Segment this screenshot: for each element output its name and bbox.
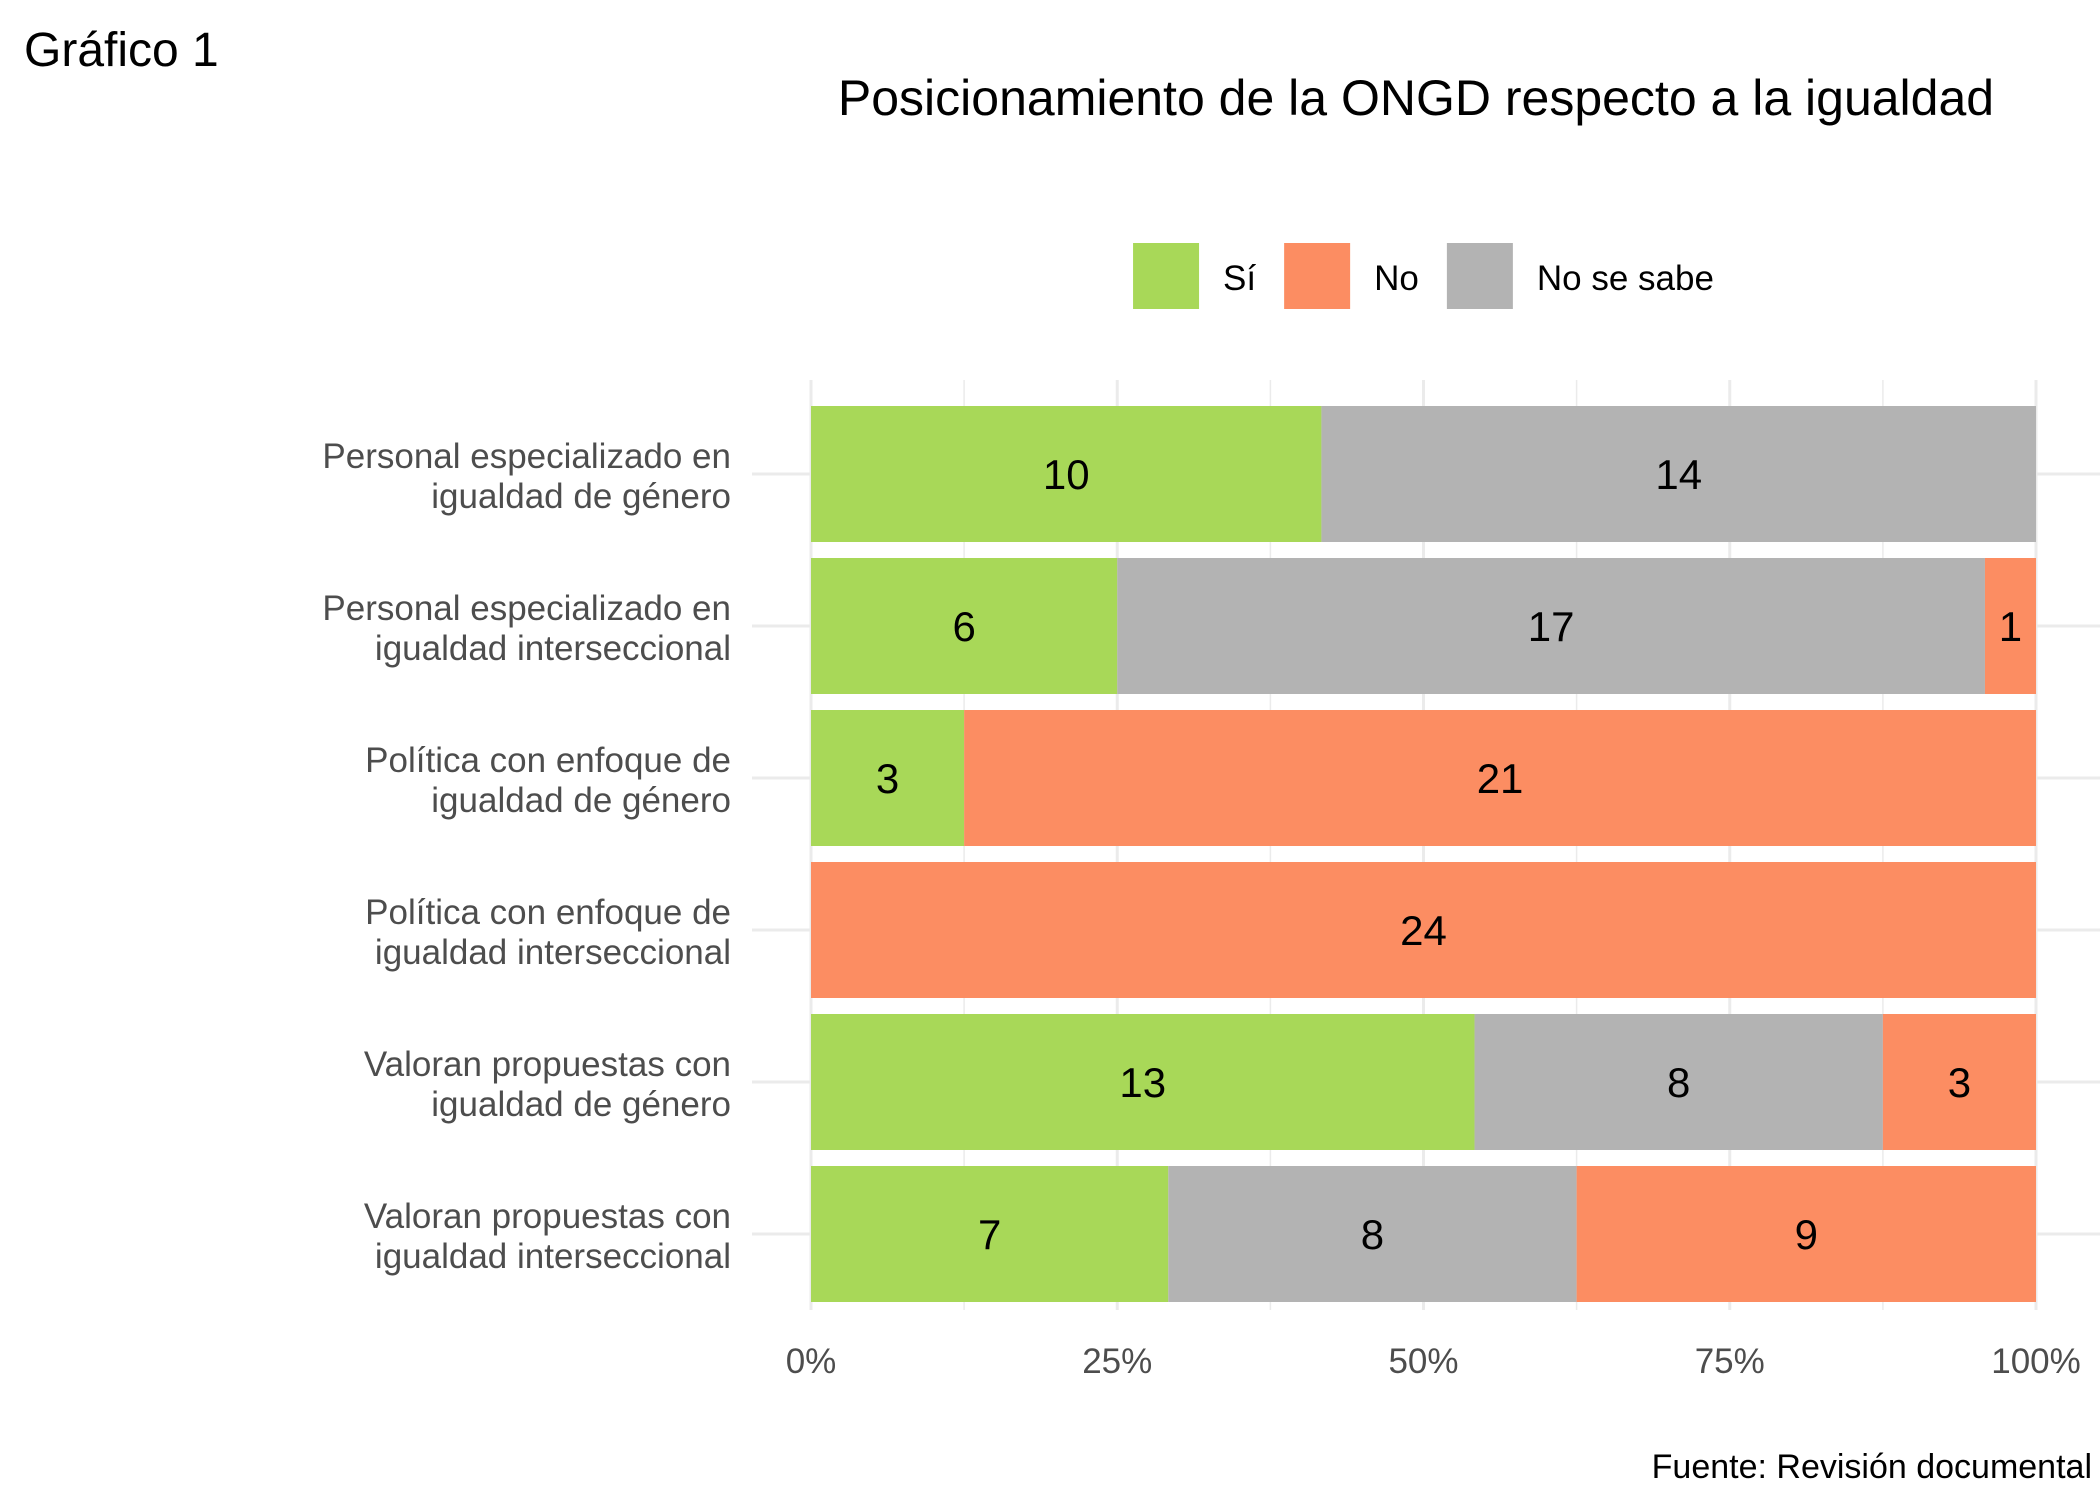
category-label-line: Política con enfoque de xyxy=(365,893,731,932)
figure-label: Gráfico 1 xyxy=(24,24,219,77)
data-label: 1 xyxy=(1999,603,2022,650)
x-tick-label: 100% xyxy=(1991,1342,2081,1381)
legend-swatch-si xyxy=(1133,243,1200,309)
bar-segment-si xyxy=(811,1014,1475,1150)
category-label-line: Valoran propuestas con xyxy=(364,1045,731,1084)
legend-swatch-no xyxy=(1284,243,1351,309)
category-labels: Personal especializado en igualdad de gén… xyxy=(322,437,731,1276)
data-label: 21 xyxy=(1477,755,1524,802)
legend: Sí No No se sabe xyxy=(1133,243,1714,309)
data-label: 3 xyxy=(876,755,899,802)
category-label-line: Personal especializado en xyxy=(322,437,731,476)
category-label-line: Personal especializado en xyxy=(322,589,731,628)
bar-segment-nosabe xyxy=(1168,1166,1577,1302)
category-label-line: igualdad interseccional xyxy=(375,1237,731,1276)
x-tick-label: 75% xyxy=(1695,1342,1765,1381)
data-label: 8 xyxy=(1667,1059,1690,1106)
category-label-line: igualdad de género xyxy=(431,477,731,516)
bar-segment-no xyxy=(1576,1166,2036,1302)
category-label-line: igualdad de género xyxy=(431,781,731,820)
data-label: 13 xyxy=(1119,1059,1166,1106)
category-label: Política con enfoque de igualdad de géner… xyxy=(365,741,731,820)
bar-segment-no xyxy=(1882,1014,2036,1150)
legend-label: No xyxy=(1374,259,1419,298)
bar-segment-no xyxy=(811,862,2036,998)
bar-segment-si xyxy=(811,406,1322,542)
data-label: 6 xyxy=(952,603,975,650)
category-label-line: igualdad de género xyxy=(431,1085,731,1124)
category-label-line: igualdad interseccional xyxy=(375,629,731,668)
category-label-line: igualdad interseccional xyxy=(375,933,731,972)
data-label: 3 xyxy=(1948,1059,1971,1106)
data-label: 7 xyxy=(978,1211,1001,1258)
data-label: 9 xyxy=(1795,1211,1818,1258)
bar-segment-si xyxy=(811,710,965,846)
legend-label: No se sabe xyxy=(1537,259,1714,298)
data-label: 10 xyxy=(1043,451,1090,498)
x-tick-label: 0% xyxy=(786,1342,837,1381)
bar-segment-nosabe xyxy=(1474,1014,1883,1150)
bar-segment-no xyxy=(1984,558,2036,694)
data-label: 17 xyxy=(1528,603,1575,650)
x-axis-ticks: 0% 25% 50% 75% 100% xyxy=(786,1342,2081,1381)
category-label: Personal especializado en igualdad de gén… xyxy=(322,437,731,516)
category-label: Personal especializado en igualdad inters… xyxy=(322,589,731,668)
category-label: Política con enfoque de igualdad intersec… xyxy=(365,893,731,972)
data-label: 24 xyxy=(1400,907,1447,954)
bar-segment-si xyxy=(811,558,1118,694)
bar-segment-nosabe xyxy=(1117,558,1985,694)
source-note: Fuente: Revisión documental xyxy=(1652,1448,2092,1486)
x-tick-label: 25% xyxy=(1082,1342,1152,1381)
category-label: Valoran propuestas con igualdad de género xyxy=(364,1045,731,1124)
category-label-line: Valoran propuestas con xyxy=(364,1197,731,1236)
legend-swatch-nosabe xyxy=(1446,243,1513,309)
category-label-line: Política con enfoque de xyxy=(365,741,731,780)
category-label: Valoran propuestas con igualdad intersecc… xyxy=(364,1197,731,1276)
bar-segment-no xyxy=(964,710,2036,846)
chart-title: Posicionamiento de la ONGD respecto a la… xyxy=(838,70,1994,126)
bar-segment-nosabe xyxy=(1321,406,2036,542)
data-label: 14 xyxy=(1655,451,1702,498)
legend-label: Sí xyxy=(1223,259,1256,298)
x-tick-label: 50% xyxy=(1388,1342,1458,1381)
data-label: 8 xyxy=(1361,1211,1384,1258)
bar-segment-si xyxy=(811,1166,1169,1302)
